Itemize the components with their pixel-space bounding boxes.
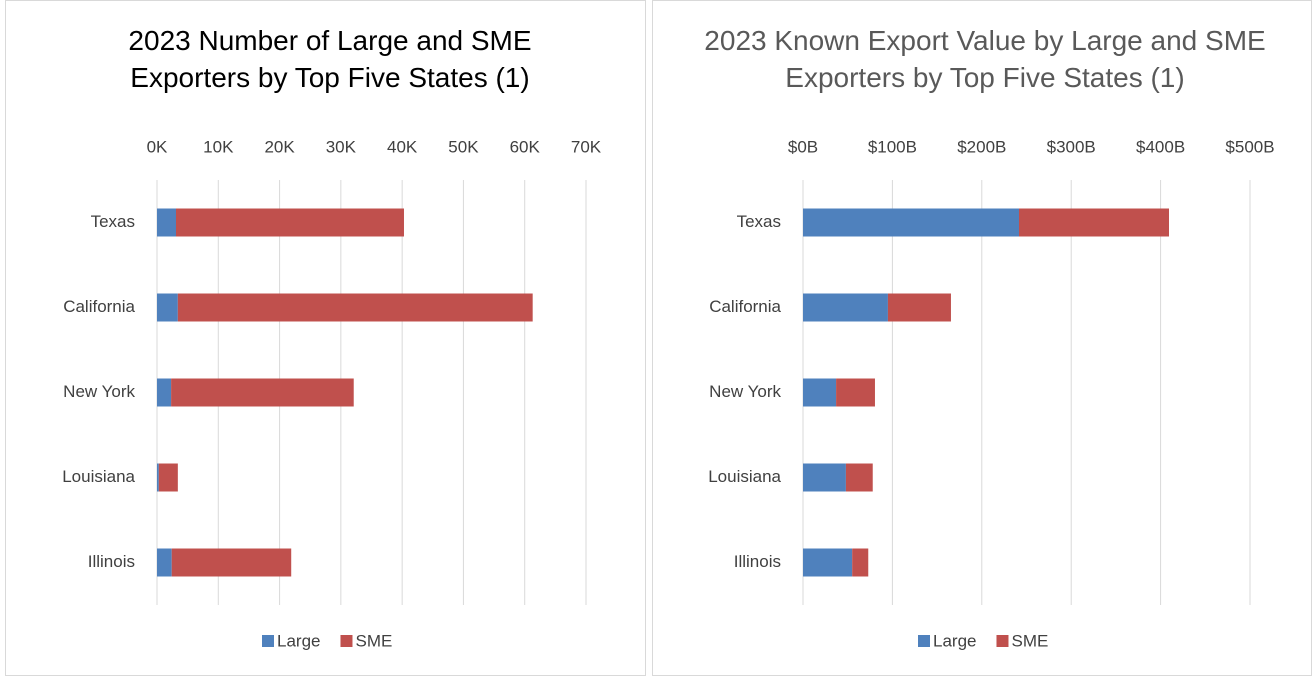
x-tick-label: 50K [448, 137, 479, 156]
panel [652, 0, 1312, 676]
y-tick-label: Illinois [88, 552, 135, 571]
chart-title: 2023 Number of Large and SME Exporters b… [128, 25, 532, 93]
bar [845, 463, 873, 492]
legend-swatch [340, 635, 353, 647]
bar [887, 293, 951, 322]
x-tick-label: 10K [203, 137, 234, 156]
x-tick-label: $0B [788, 137, 818, 156]
bar [157, 293, 178, 322]
y-tick-label: Illinois [734, 552, 781, 571]
bar [157, 463, 159, 492]
bar [171, 548, 292, 577]
x-tick-label: $100B [868, 137, 917, 156]
y-tick-label: Texas [737, 212, 781, 231]
bar [157, 208, 176, 237]
y-tick-label: California [63, 297, 135, 316]
x-tick-label: $400B [1136, 137, 1185, 156]
y-tick-label: Louisiana [708, 467, 781, 486]
bar [803, 293, 888, 322]
y-tick-label: New York [709, 382, 781, 401]
x-tick-label: $200B [957, 137, 1006, 156]
bar [158, 463, 178, 492]
bar [803, 378, 837, 407]
bar [175, 208, 404, 237]
x-tick-label: 0K [147, 137, 168, 156]
panel [5, 0, 646, 676]
bar [803, 548, 853, 577]
y-tick-label: New York [63, 382, 135, 401]
legend-label: Large [933, 631, 976, 650]
y-tick-label: California [709, 297, 781, 316]
legend-label: SME [1011, 631, 1048, 650]
legend-swatch [918, 635, 930, 647]
x-tick-label: $300B [1047, 137, 1096, 156]
bar [157, 378, 172, 407]
x-tick-label: 40K [387, 137, 418, 156]
legend-swatch [262, 635, 274, 647]
x-tick-label: 70K [571, 137, 602, 156]
x-tick-label: 30K [326, 137, 357, 156]
x-tick-label: $500B [1225, 137, 1274, 156]
bar [803, 463, 846, 492]
bar [852, 548, 869, 577]
x-tick-label: 60K [510, 137, 541, 156]
legend-swatch [996, 635, 1009, 647]
bar [836, 378, 875, 407]
y-tick-label: Texas [91, 212, 135, 231]
y-tick-label: Louisiana [62, 467, 135, 486]
x-tick-label: 20K [264, 137, 295, 156]
legend-label: Large [277, 631, 320, 650]
legend-label: SME [355, 631, 392, 650]
bar [177, 293, 533, 322]
bar [803, 208, 1019, 237]
bar [157, 548, 172, 577]
bar [1018, 208, 1170, 237]
chart-title: 2023 Known Export Value by Large and SME… [704, 25, 1266, 93]
bar [171, 378, 354, 407]
